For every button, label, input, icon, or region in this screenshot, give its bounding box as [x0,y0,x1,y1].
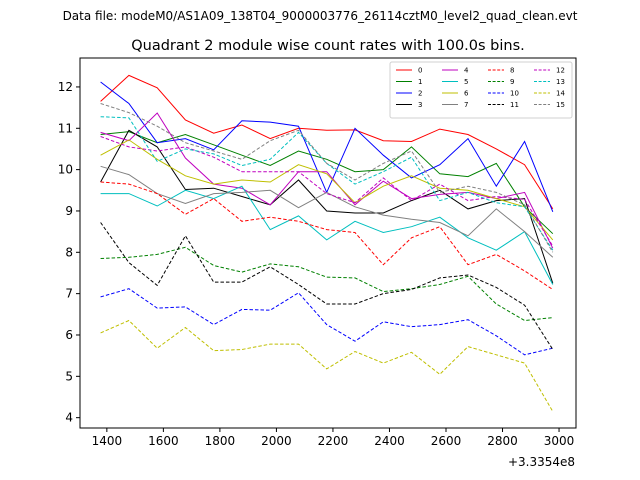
legend-label-15: 15 [556,101,565,109]
legend-label-2: 2 [418,90,422,98]
legend-label-3: 3 [418,101,422,109]
legend-label-0: 0 [418,67,422,75]
series-line-6 [100,139,554,241]
chart-title: Quadrant 2 module wise count rates with … [131,38,525,54]
x-tick-label: 2000 [261,434,292,448]
series-line-12 [100,136,554,247]
x-tick-label: 3000 [544,434,575,448]
legend-label-5: 5 [464,78,468,86]
axes-frame [79,57,577,429]
legend-label-11: 11 [510,101,519,109]
y-tick-label: 7 [65,287,73,301]
x-tick-label: 1600 [148,434,179,448]
y-axis-ticks: 4 5 6 7 8 9 10 11 12 [58,80,80,425]
data-file-label: Data file: modeM0/AS1A09_138T04_90000037… [63,9,578,23]
legend-label-7: 7 [464,101,468,109]
x-axis-ticks: 1400 1600 1800 2000 2200 2400 2600 2800 3000 [92,428,575,448]
series-line-10 [100,288,553,356]
x-tick-label: 2200 [318,434,349,448]
x-tick-label: 1400 [92,434,123,448]
series-line-7 [100,165,554,258]
legend-label-6: 6 [464,90,469,98]
series-line-11 [100,222,554,350]
series-line-5 [100,185,554,285]
series-line-13 [100,116,554,251]
legend-label-13: 13 [556,78,565,86]
legend-label-9: 9 [510,78,514,86]
x-tick-label: 2800 [487,434,518,448]
y-tick-label: 4 [65,411,73,425]
y-tick-label: 6 [65,328,73,342]
legend-label-10: 10 [510,90,519,98]
x-tick-label: 2600 [431,434,462,448]
legend-box [389,61,573,119]
y-tick-label: 12 [58,80,73,94]
x-tick-label: 1800 [205,434,236,448]
legend-label-14: 14 [556,90,565,98]
x-tick-label: 2400 [374,434,405,448]
y-tick-label: 11 [58,121,73,135]
legend-label-4: 4 [464,67,469,75]
series-line-3 [100,129,554,284]
series-line-0 [100,74,554,210]
series-line-8 [100,181,554,290]
legend-label-1: 1 [418,78,422,86]
series-line-15 [100,103,554,253]
y-tick-label: 8 [65,245,73,259]
series-line-14 [100,319,554,412]
legend-label-12: 12 [556,67,565,75]
y-tick-label: 5 [65,369,73,383]
y-tick-label: 9 [65,204,73,218]
series-line-4 [100,112,554,249]
x-axis-offset-label: +3.3354e8 [508,455,575,469]
legend-label-8: 8 [510,67,514,75]
y-tick-label: 10 [58,163,73,177]
plot-lines [100,74,554,412]
